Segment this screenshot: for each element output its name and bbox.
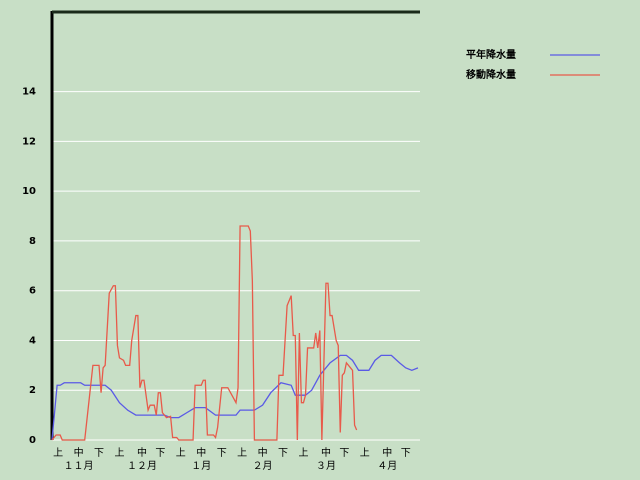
x-tick-label: 上 [53, 447, 63, 459]
legend-label: 移動降水量 [466, 68, 516, 81]
x-tick-label: 中 [258, 446, 268, 459]
month-label: ２月 [253, 460, 273, 472]
y-tick-label: 14 [22, 87, 36, 98]
x-tick-label: 中 [382, 446, 392, 459]
y-tick-label: 6 [29, 286, 36, 297]
series-line [51, 225, 358, 441]
y-tick-label: 2 [29, 385, 36, 396]
x-tick-label: 上 [298, 447, 308, 459]
y-tick-label: 4 [29, 335, 36, 346]
x-tick-label: 中 [74, 446, 84, 459]
x-tick-label: 下 [155, 448, 165, 459]
x-tick-label: 上 [237, 447, 247, 459]
x-tick-label: 下 [339, 448, 349, 459]
x-tick-label: 下 [278, 448, 288, 459]
month-label: １１月 [64, 460, 94, 472]
y-tick-label: 12 [22, 136, 36, 147]
x-tick-label: 中 [321, 446, 331, 459]
month-label: ３月 [316, 460, 336, 472]
x-tick-label: 下 [94, 448, 104, 459]
y-tick-label: 8 [29, 236, 36, 247]
series-line [51, 354, 419, 441]
month-label: １２月 [127, 460, 157, 472]
legend-label: 平年降水量 [466, 48, 516, 61]
x-tick-label: 中 [137, 446, 147, 459]
x-tick-label: 下 [401, 448, 411, 459]
x-tick-label: 下 [217, 448, 227, 459]
y-tick-label: 0 [29, 435, 36, 446]
month-label: ４月 [377, 460, 397, 472]
x-tick-label: 上 [176, 447, 186, 459]
y-tick-label: 10 [22, 186, 36, 197]
month-label: １月 [191, 460, 211, 472]
x-tick-label: 中 [196, 446, 206, 459]
x-tick-label: 上 [114, 447, 124, 459]
x-tick-label: 上 [360, 447, 370, 459]
